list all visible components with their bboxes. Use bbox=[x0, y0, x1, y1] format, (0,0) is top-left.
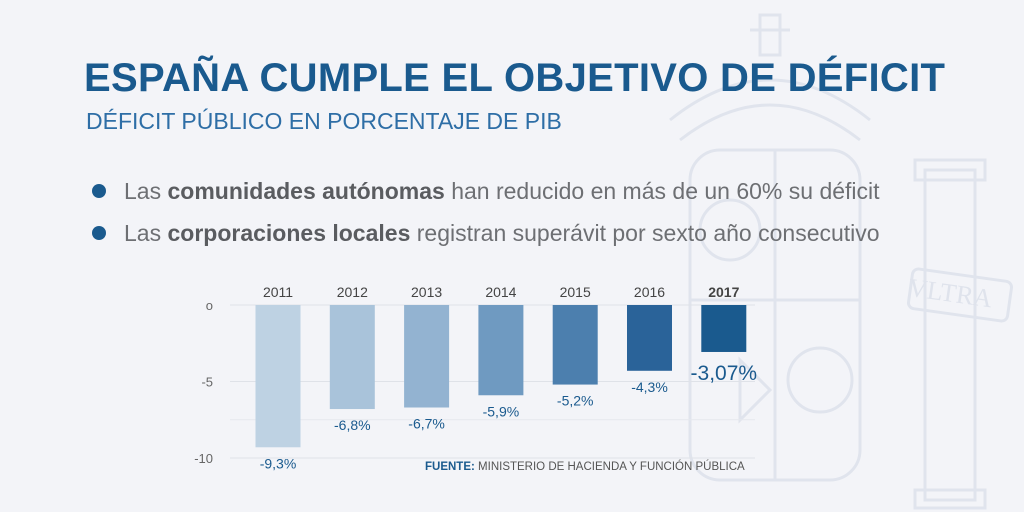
x-tick-label: 2017 bbox=[708, 284, 739, 300]
y-tick-label: o bbox=[206, 298, 213, 313]
bullet-item: Las comunidades autónomas han reducido e… bbox=[92, 170, 880, 212]
data-label: -6,7% bbox=[408, 416, 445, 432]
bullet-dot-icon bbox=[92, 184, 106, 198]
bar-2016 bbox=[627, 305, 672, 371]
data-label: -6,8% bbox=[334, 417, 371, 433]
data-label: -5,2% bbox=[557, 393, 594, 409]
y-tick-label: -5 bbox=[201, 375, 213, 390]
x-tick-label: 2015 bbox=[560, 284, 591, 300]
x-tick-label: 2011 bbox=[263, 284, 293, 300]
page-title: ESPAÑA CUMPLE EL OBJETIVO DE DÉFICIT bbox=[84, 56, 946, 100]
x-tick-label: 2012 bbox=[337, 284, 368, 300]
bullet-text: Las comunidades autónomas han reducido e… bbox=[124, 177, 880, 204]
bar-2015 bbox=[552, 305, 598, 385]
deficit-bar-chart: o -5 -10 2011 -9,3% 2012 -6,8% 2013 -6,7% 2014 -5,… bbox=[194, 284, 758, 471]
data-label: -3,07% bbox=[691, 362, 758, 385]
data-label: -5,9% bbox=[483, 403, 520, 419]
y-tick-label: -10 bbox=[194, 451, 213, 466]
bullet-text: Las corporaciones locales registran supe… bbox=[124, 219, 880, 246]
x-tick-label: 2013 bbox=[411, 284, 442, 300]
bar-2012 bbox=[329, 305, 375, 410]
source-note: FUENTE: MINISTERIO DE HACIENDA Y FUNCIÓN… bbox=[425, 461, 745, 473]
page-subtitle: DÉFICIT PÚBLICO EN PORCENTAJE DE PIB bbox=[86, 108, 562, 134]
bar-2017 bbox=[701, 305, 747, 352]
data-label: -4,3% bbox=[631, 379, 668, 395]
x-tick-label: 2014 bbox=[485, 284, 516, 300]
bar-2014 bbox=[478, 305, 524, 396]
bullet-dot-icon bbox=[92, 226, 106, 240]
bullet-list: Las comunidades autónomas han reducido e… bbox=[92, 170, 880, 254]
bar-2013 bbox=[404, 305, 450, 408]
coat-of-arms-watermark: VLTRA bbox=[669, 13, 1014, 510]
x-tick-label: 2016 bbox=[634, 284, 665, 300]
data-label: -9,3% bbox=[260, 455, 297, 471]
bar-2011 bbox=[255, 305, 301, 448]
bullet-item: Las corporaciones locales registran supe… bbox=[92, 212, 880, 254]
